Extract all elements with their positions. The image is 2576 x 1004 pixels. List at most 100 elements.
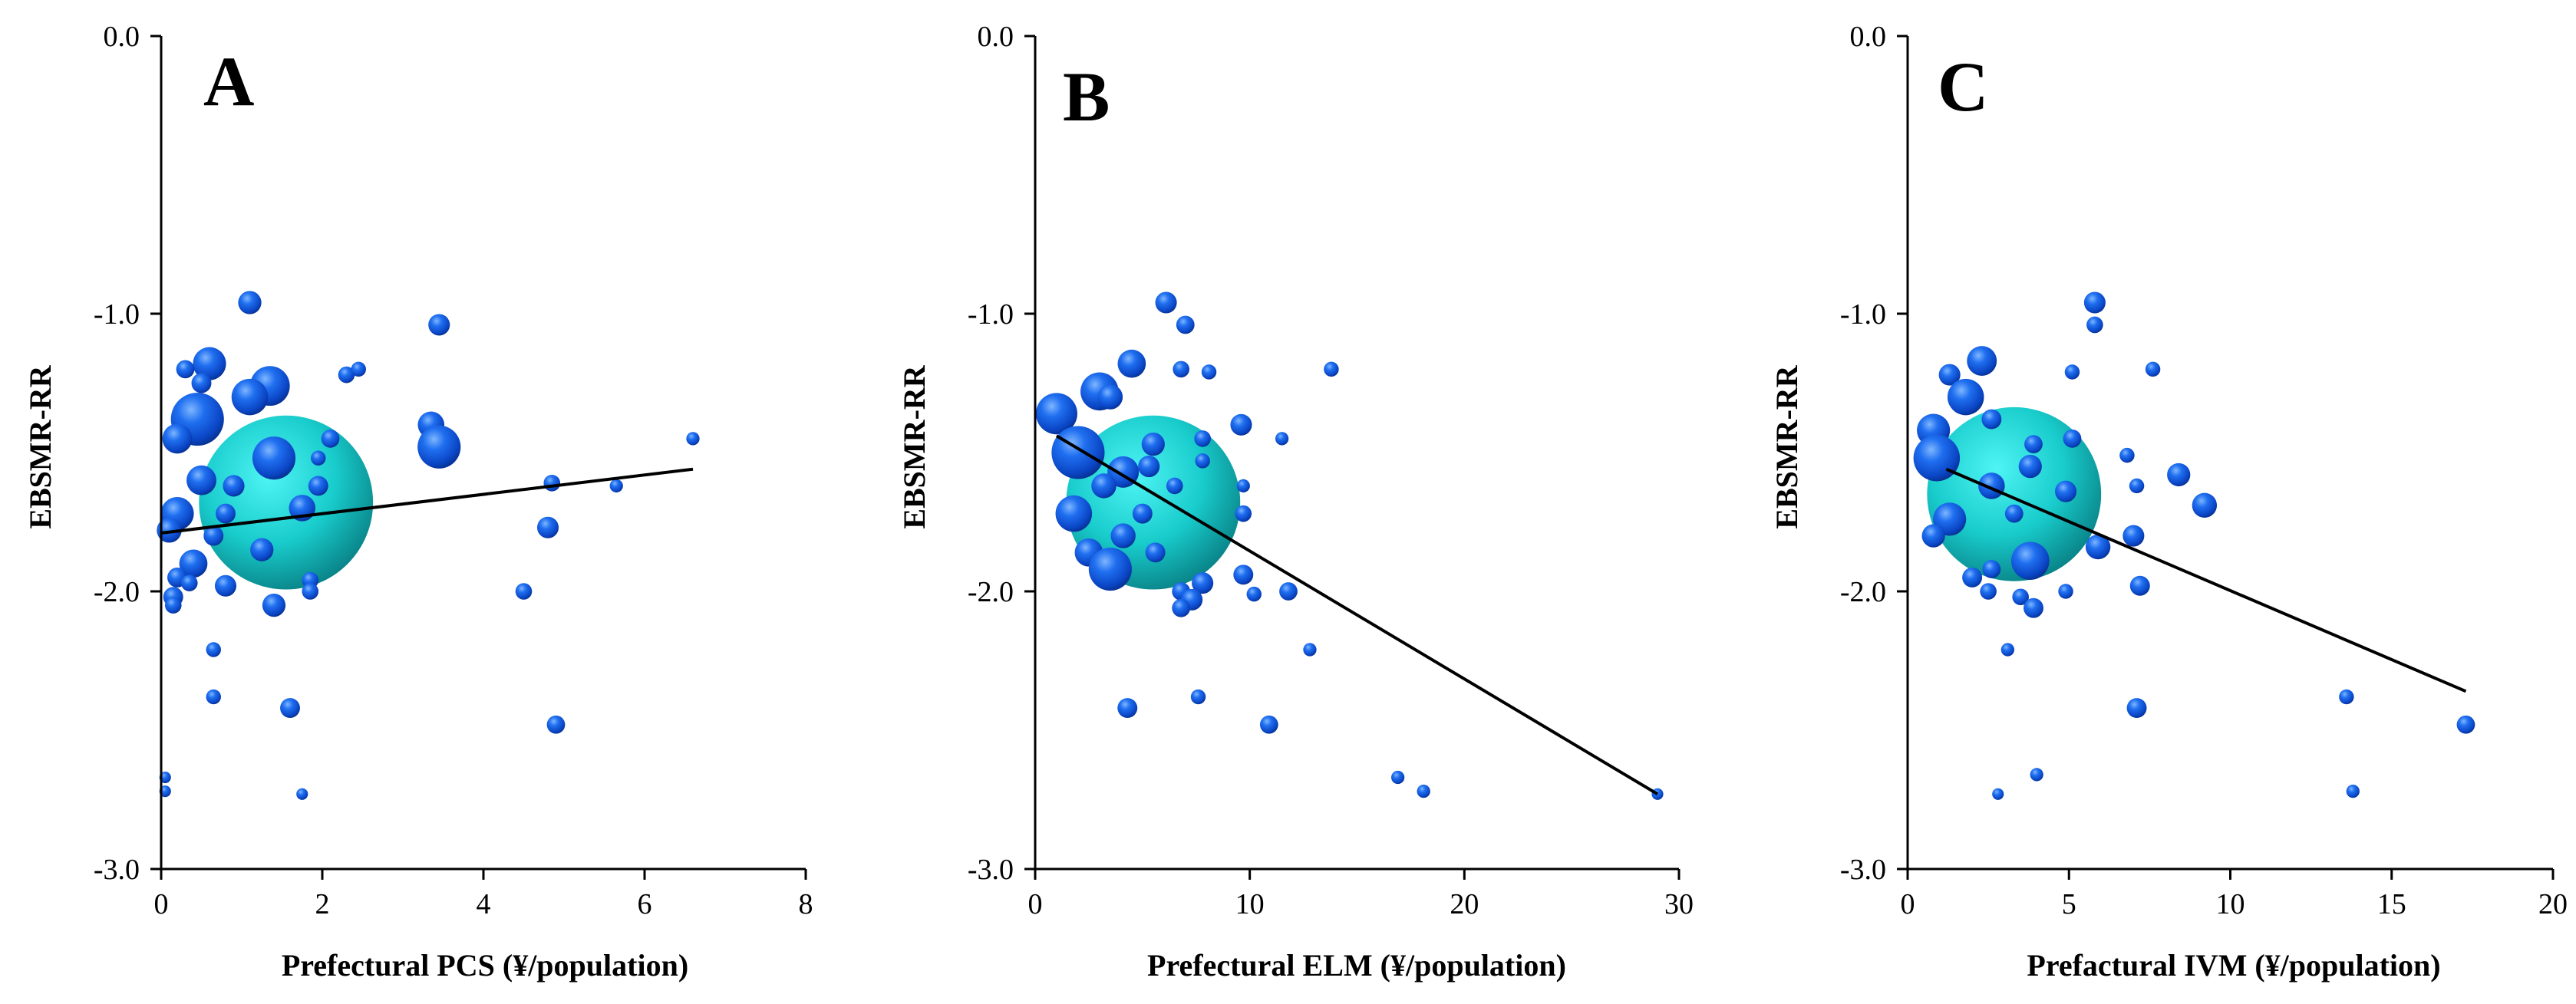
x-tick-label-b-0: 0: [1028, 888, 1043, 920]
data-point-a-42: [546, 715, 566, 734]
y-axis-title-c: EBSMR-RR: [1770, 364, 1804, 528]
data-point-c-13: [2167, 462, 2191, 487]
data-point-b-35: [1190, 689, 1206, 705]
data-point-b-5: [1201, 364, 1217, 380]
data-point-c-21: [2085, 534, 2111, 560]
data-point-b-12: [1275, 432, 1289, 446]
y-tick-label-c-2: -2.0: [1840, 576, 1886, 608]
data-point-c-38: [1992, 788, 2004, 800]
x-axis-title-a: Prefectural PCS (¥/population): [282, 948, 688, 983]
data-point-a-4: [176, 360, 195, 379]
data-point-b-25: [1088, 547, 1132, 591]
data-point-c-24: [2010, 542, 2050, 581]
data-point-b-36: [1117, 698, 1138, 718]
data-point-a-18: [223, 475, 245, 497]
panel-a: A 0.0 -1.0 -2.0 -3.0 0 2 4 6 8 Prefectural PCS (…: [23, 21, 813, 983]
data-point-c-1: [2086, 316, 2103, 334]
data-point-a-38: [515, 583, 533, 600]
data-point-c-14: [2018, 454, 2042, 479]
data-point-a-19: [308, 476, 328, 496]
data-point-a-32: [214, 574, 237, 597]
panel-label-c: C: [1938, 48, 1988, 126]
x-tick-label-b-2: 20: [1450, 888, 1479, 920]
data-point-b-17: [1091, 473, 1116, 499]
y-tick-label-b-1: -1.0: [968, 298, 1014, 331]
data-point-c-25: [1982, 560, 2001, 578]
data-point-c-11: [2063, 430, 2082, 448]
x-tick-label-b-3: 30: [1664, 888, 1694, 920]
data-point-c-12: [2119, 447, 2135, 463]
data-point-c-18: [2192, 492, 2218, 518]
data-point-b-6: [1324, 361, 1339, 377]
x-tick-label-a-0: 0: [154, 888, 169, 920]
highlight-bubble-a: [199, 415, 374, 590]
data-point-b-9: [1230, 413, 1252, 436]
data-point-c-4: [2064, 364, 2080, 380]
panel-label-b: B: [1063, 58, 1110, 136]
data-point-c-29: [1980, 583, 1997, 600]
data-point-a-28: [250, 538, 274, 561]
y-tick-label-b-2: -2.0: [968, 576, 1014, 608]
data-point-c-17: [2129, 478, 2145, 494]
data-point-b-7: [1035, 393, 1077, 435]
data-point-b-23: [1110, 523, 1136, 548]
trendline-a: [160, 467, 694, 535]
data-point-a-0: [238, 291, 262, 314]
data-point-c-5: [2145, 361, 2161, 377]
data-point-b-39: [1417, 785, 1430, 798]
data-point-a-20: [543, 475, 561, 492]
data-point-a-39: [206, 642, 221, 657]
x-axis-title-b: Prefectural ELM (¥/population): [1147, 948, 1566, 983]
y-axis-title-a: EBSMR-RR: [23, 364, 58, 528]
data-point-a-27: [536, 516, 559, 538]
data-point-a-23: [216, 503, 236, 524]
data-point-a-41: [280, 698, 300, 718]
x-tick-label-a-1: 2: [315, 888, 330, 920]
y-tick-label-c-0: 0.0: [1850, 21, 1887, 53]
data-point-a-25: [157, 518, 182, 543]
data-point-c-26: [1962, 567, 1983, 588]
data-point-b-18: [1166, 477, 1183, 495]
data-point-a-21: [609, 479, 623, 493]
panel-c: C 0.0 -1.0 -2.0 -3.0 0 5 10 15 20 Prefactural IV…: [1770, 21, 2568, 983]
data-point-a-45: [296, 788, 308, 800]
data-point-b-22: [1235, 505, 1252, 522]
data-point-b-38: [1390, 770, 1405, 785]
data-point-a-36: [164, 597, 182, 614]
data-point-b-15: [1138, 456, 1160, 478]
x-axis-title-c: Prefactural IVM (¥/population): [2027, 948, 2440, 983]
data-point-c-10: [2024, 435, 2043, 454]
data-point-b-11: [1141, 433, 1165, 456]
y-tick-label-c-3: -3.0: [1840, 854, 1886, 886]
data-point-c-9: [1913, 435, 1961, 482]
data-point-c-34: [2126, 698, 2147, 718]
data-point-b-19: [1236, 479, 1250, 493]
data-point-c-30: [2012, 588, 2029, 606]
x-tick-label-a-2: 4: [477, 888, 491, 920]
data-point-a-15: [311, 450, 326, 466]
data-point-a-29: [179, 549, 208, 578]
data-point-b-28: [1192, 572, 1214, 594]
data-point-a-31: [180, 574, 198, 591]
data-point-b-34: [1303, 643, 1317, 657]
data-point-c-28: [2058, 584, 2073, 599]
data-point-c-33: [2339, 689, 2354, 705]
data-point-a-16: [686, 432, 700, 446]
data-point-c-16: [2055, 480, 2077, 502]
data-point-a-7: [351, 361, 366, 377]
x-tick-label-c-2: 10: [2216, 888, 2245, 920]
highlight-bubble-c: [1927, 407, 2102, 581]
data-point-a-37: [262, 593, 286, 617]
data-point-a-34: [302, 583, 319, 600]
data-point-b-10: [1051, 426, 1105, 479]
data-point-a-26: [203, 525, 224, 546]
data-point-a-1: [428, 314, 450, 336]
data-point-c-6: [1947, 378, 1984, 416]
data-point-b-4: [1173, 360, 1189, 378]
data-point-b-20: [1055, 495, 1093, 532]
data-point-b-27: [1233, 565, 1254, 585]
y-tick-label-a-3: -3.0: [94, 854, 140, 886]
data-point-c-20: [2004, 504, 2024, 523]
y-tick-label-b-0: 0.0: [978, 21, 1014, 53]
data-point-c-8: [1981, 409, 2002, 430]
